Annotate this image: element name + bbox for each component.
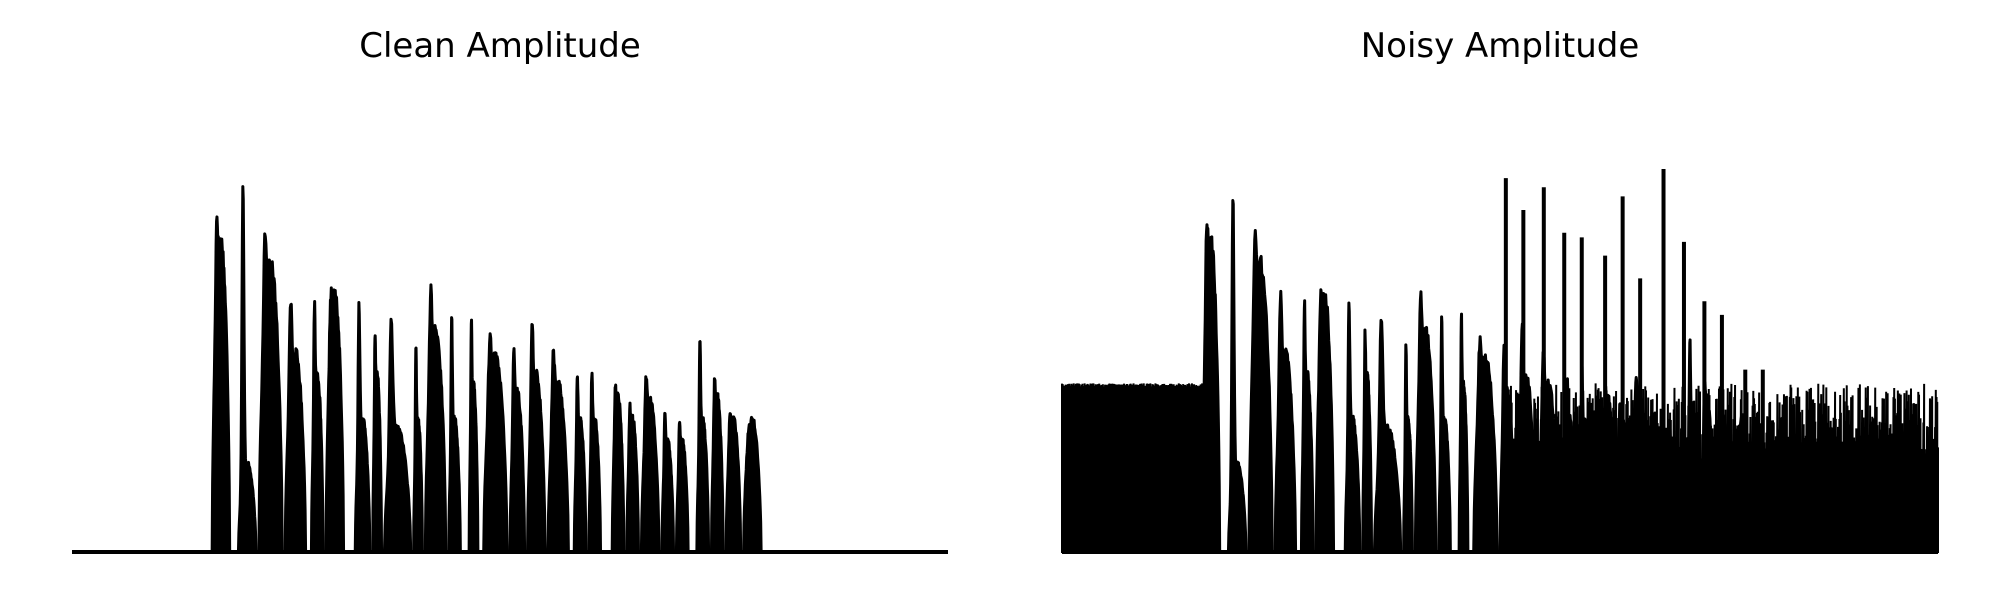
amplitude-segment: [587, 371, 603, 554]
amplitude-segment: [1472, 335, 1499, 554]
amplitude-segment: [674, 420, 690, 554]
amplitude-segment: [1685, 338, 1701, 554]
amplitude-segment: [1402, 343, 1414, 554]
amplitude-segment: [546, 348, 570, 554]
amplitude-segment: [1299, 299, 1315, 554]
amplitude-segment: [324, 286, 346, 554]
amplitude-segment: [482, 332, 509, 554]
amplitude-segment: [1226, 198, 1248, 554]
amplitude-segment: [625, 401, 640, 554]
amplitude-segment: [1247, 228, 1274, 554]
amplitude-segment: [447, 316, 462, 554]
amplitude-segment: [1437, 315, 1452, 554]
amplitude-segment: [742, 415, 763, 554]
amplitude-segment: [1273, 289, 1298, 554]
chart-plot-area: [72, 185, 948, 554]
amplitude-segment: [1314, 288, 1336, 554]
amplitude-segment: [526, 323, 547, 554]
amplitude-segment: [695, 340, 711, 554]
amplitude-segment: [1413, 290, 1438, 554]
amplitude-segment: [257, 232, 284, 554]
chart-panel-noisy: Noisy Amplitude: [1000, 0, 2000, 600]
chart-title: Clean Amplitude: [359, 26, 641, 66]
amplitude-segment: [1457, 312, 1470, 554]
amplitude-segment: [283, 302, 308, 554]
noise-floor-band: [1061, 383, 1204, 553]
amplitude-segment: [353, 301, 372, 554]
amplitude-segment: [610, 383, 626, 554]
amplitude-segment: [508, 347, 527, 554]
amplitude-segment: [210, 215, 232, 554]
chart-panel-clean: Clean Amplitude: [72, 26, 948, 554]
chart-plot-area: [1061, 168, 1939, 554]
amplitude-segment: [1664, 418, 1680, 554]
amplitude-segment: [572, 375, 588, 554]
amplitude-segment: [1343, 301, 1362, 554]
amplitude-segment: [709, 377, 725, 554]
amplitude-segment: [412, 346, 424, 554]
amplitude-segment: [1372, 318, 1403, 554]
amplitude-segment: [382, 317, 413, 554]
amplitude-segment: [1516, 322, 1537, 554]
amplitude-segment: [423, 283, 448, 554]
amplitude-segment: [724, 412, 743, 554]
amplitude-segment: [1536, 350, 1560, 554]
chart-title: Noisy Amplitude: [1360, 26, 1640, 66]
amplitude-segment: [236, 185, 258, 554]
amplitude-segment: [371, 334, 384, 554]
amplitude-segment: [1361, 328, 1374, 554]
amplitude-segment: [639, 375, 661, 554]
amplitude-segment: [309, 300, 325, 554]
amplitude-segment: [660, 411, 676, 554]
amplitude-segment: [1200, 223, 1222, 554]
amplitude-segment: [467, 318, 480, 554]
